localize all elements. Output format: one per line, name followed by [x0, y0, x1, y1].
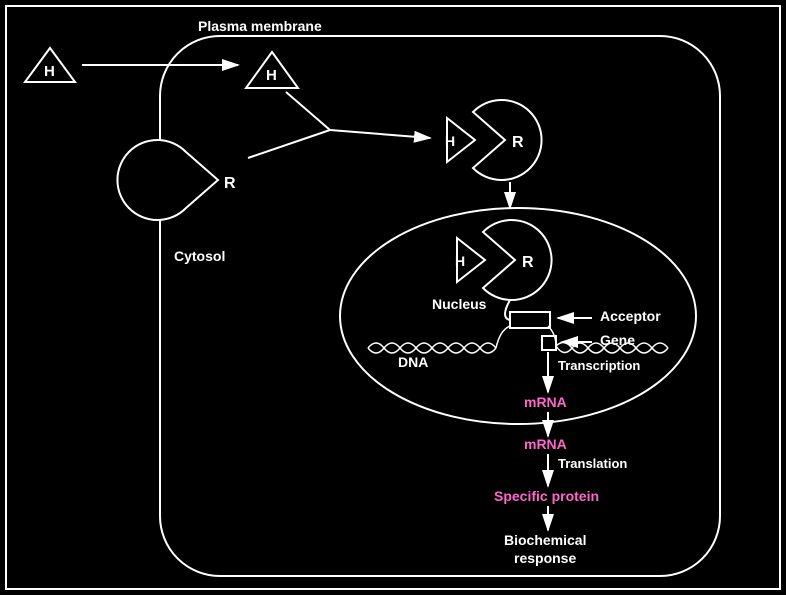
- svg-text:R: R: [224, 175, 236, 192]
- svg-text:H: H: [445, 133, 455, 149]
- cytosol-label: Cytosol: [174, 248, 225, 264]
- plasma-membrane-label: Plasma membrane: [198, 18, 322, 34]
- gene-box-icon: [542, 336, 556, 350]
- dna-label: DNA: [398, 354, 428, 370]
- nucleus-label: Nucleus: [432, 296, 486, 312]
- hormone-outside-icon: H: [25, 48, 75, 82]
- hr-complex-cytosol-icon: H R: [445, 100, 542, 180]
- svg-text:H: H: [266, 67, 277, 84]
- mrna1-label: mRNA: [524, 394, 567, 410]
- hormone-inside-icon: H: [246, 52, 298, 88]
- diagram-svg: H H R H R H R: [0, 0, 786, 595]
- svg-text:H: H: [44, 63, 55, 80]
- arrow-to-complex: [330, 130, 430, 138]
- acceptor-box-icon: [510, 312, 550, 328]
- svg-text:R: R: [522, 254, 534, 271]
- converge-line-1: [286, 92, 330, 130]
- mrna2-label: mRNA: [524, 436, 567, 452]
- receptor-cytosol-icon: R: [117, 140, 236, 220]
- gene-label: Gene: [600, 332, 635, 348]
- svg-text:R: R: [512, 134, 524, 151]
- transcription-label: Transcription: [558, 358, 640, 373]
- converge-line-2: [248, 130, 330, 158]
- biochemical-label: Biochemical: [504, 532, 586, 548]
- translation-label: Translation: [558, 456, 627, 471]
- response-label: response: [514, 550, 576, 566]
- hr-complex-nucleus-icon: H R: [455, 220, 552, 300]
- acceptor-label: Acceptor: [600, 308, 661, 324]
- svg-text:H: H: [455, 253, 465, 269]
- specific-protein-label: Specific protein: [494, 488, 599, 504]
